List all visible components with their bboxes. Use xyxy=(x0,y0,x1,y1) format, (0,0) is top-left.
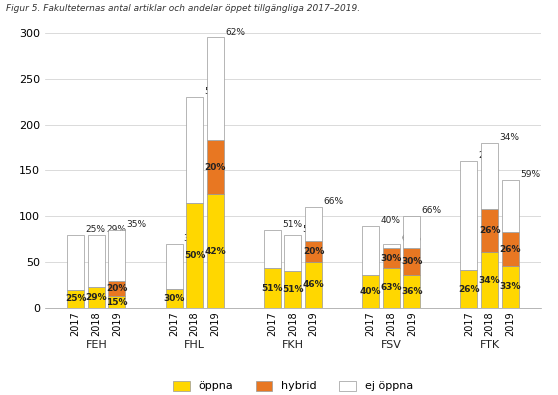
Bar xyxy=(88,235,105,287)
Bar xyxy=(403,275,420,308)
Text: 20%: 20% xyxy=(303,247,324,256)
Text: 40%: 40% xyxy=(381,216,400,225)
Text: FKH: FKH xyxy=(282,340,304,350)
Text: 50%: 50% xyxy=(204,87,224,96)
Text: 26%: 26% xyxy=(458,284,480,293)
Bar xyxy=(285,271,301,308)
Text: 20%: 20% xyxy=(106,284,128,293)
Text: 62%: 62% xyxy=(225,28,245,37)
Text: 33%: 33% xyxy=(499,282,521,292)
Text: 51%: 51% xyxy=(282,220,302,229)
Bar xyxy=(67,235,84,290)
Text: 66%: 66% xyxy=(323,197,343,206)
Text: 26%: 26% xyxy=(479,151,499,160)
Bar xyxy=(207,140,224,194)
Text: 50%: 50% xyxy=(184,251,205,260)
Bar xyxy=(481,252,498,308)
Text: 25%: 25% xyxy=(85,225,105,234)
Bar xyxy=(362,226,379,275)
Text: 25%: 25% xyxy=(65,294,86,303)
Text: 30%: 30% xyxy=(401,257,422,266)
Bar xyxy=(502,180,519,232)
Text: 20%: 20% xyxy=(205,163,226,172)
Text: 30%: 30% xyxy=(163,294,185,303)
Bar xyxy=(481,209,498,252)
Text: 51%: 51% xyxy=(262,284,283,293)
Text: FEH: FEH xyxy=(85,340,107,350)
Text: Figur 5. Fakulteternas antal artiklar och andelar öppet tillgängliga 2017–2019.: Figur 5. Fakulteternas antal artiklar oc… xyxy=(6,4,360,13)
Text: 30%: 30% xyxy=(381,254,402,263)
Bar xyxy=(166,289,182,308)
Bar xyxy=(108,230,126,281)
Text: 35%: 35% xyxy=(127,220,147,229)
Text: FTK: FTK xyxy=(479,340,499,350)
Bar xyxy=(502,266,519,308)
Text: 46%: 46% xyxy=(303,280,324,290)
Text: FHL: FHL xyxy=(184,340,205,350)
Text: FSV: FSV xyxy=(381,340,402,350)
Bar xyxy=(67,290,84,308)
Text: 15%: 15% xyxy=(106,298,128,307)
Bar xyxy=(383,244,400,248)
Bar xyxy=(285,235,301,271)
Bar xyxy=(460,161,478,270)
Bar xyxy=(305,261,322,308)
Bar xyxy=(207,194,224,308)
Bar xyxy=(403,216,420,248)
Text: 66%: 66% xyxy=(422,207,442,215)
Bar xyxy=(207,38,224,140)
Bar xyxy=(88,287,105,308)
Text: 26%: 26% xyxy=(499,245,521,254)
Text: 40%: 40% xyxy=(360,287,381,296)
Text: 63%: 63% xyxy=(381,283,402,292)
Bar xyxy=(305,241,322,261)
Bar xyxy=(186,97,203,203)
Bar xyxy=(264,230,281,268)
Bar xyxy=(502,232,519,266)
Bar xyxy=(166,244,182,289)
Text: 34%: 34% xyxy=(499,133,519,142)
Text: 34%: 34% xyxy=(479,276,501,284)
Bar xyxy=(383,268,400,308)
Bar xyxy=(383,248,400,268)
Bar xyxy=(460,270,478,308)
Text: 42%: 42% xyxy=(204,247,226,256)
Bar xyxy=(264,268,281,308)
Bar xyxy=(403,248,420,275)
Text: 30%: 30% xyxy=(184,234,204,243)
Bar xyxy=(108,281,126,296)
Text: 29%: 29% xyxy=(106,225,126,234)
Legend: öppna, hybrid, ej öppna: öppna, hybrid, ej öppna xyxy=(169,376,417,395)
Text: 51%: 51% xyxy=(302,225,323,234)
Text: 29%: 29% xyxy=(85,293,107,302)
Bar xyxy=(186,203,203,308)
Text: 59%: 59% xyxy=(520,170,540,179)
Bar xyxy=(305,207,322,241)
Bar xyxy=(481,143,498,209)
Text: 51%: 51% xyxy=(282,285,304,294)
Bar xyxy=(362,275,379,308)
Text: 36%: 36% xyxy=(401,287,422,296)
Text: 63%: 63% xyxy=(401,234,421,243)
Bar xyxy=(108,296,126,308)
Text: 26%: 26% xyxy=(479,226,501,235)
